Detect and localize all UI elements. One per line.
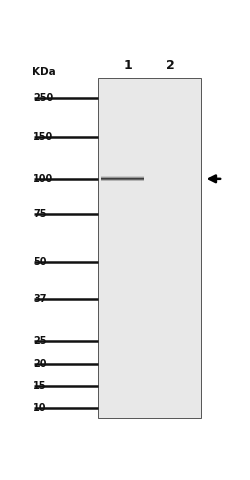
Text: 25: 25 (33, 336, 47, 347)
Text: 150: 150 (33, 132, 54, 142)
Text: 37: 37 (33, 294, 47, 304)
Text: KDa: KDa (32, 67, 56, 77)
Text: 10: 10 (33, 403, 47, 413)
Text: 1: 1 (124, 60, 132, 72)
Text: 15: 15 (33, 381, 47, 391)
Text: 100: 100 (33, 174, 54, 184)
Text: 75: 75 (33, 209, 47, 219)
Text: 20: 20 (33, 359, 47, 369)
Text: 250: 250 (33, 93, 54, 103)
Text: 2: 2 (166, 60, 175, 72)
Bar (98, 78, 201, 418)
Text: 50: 50 (33, 257, 47, 267)
